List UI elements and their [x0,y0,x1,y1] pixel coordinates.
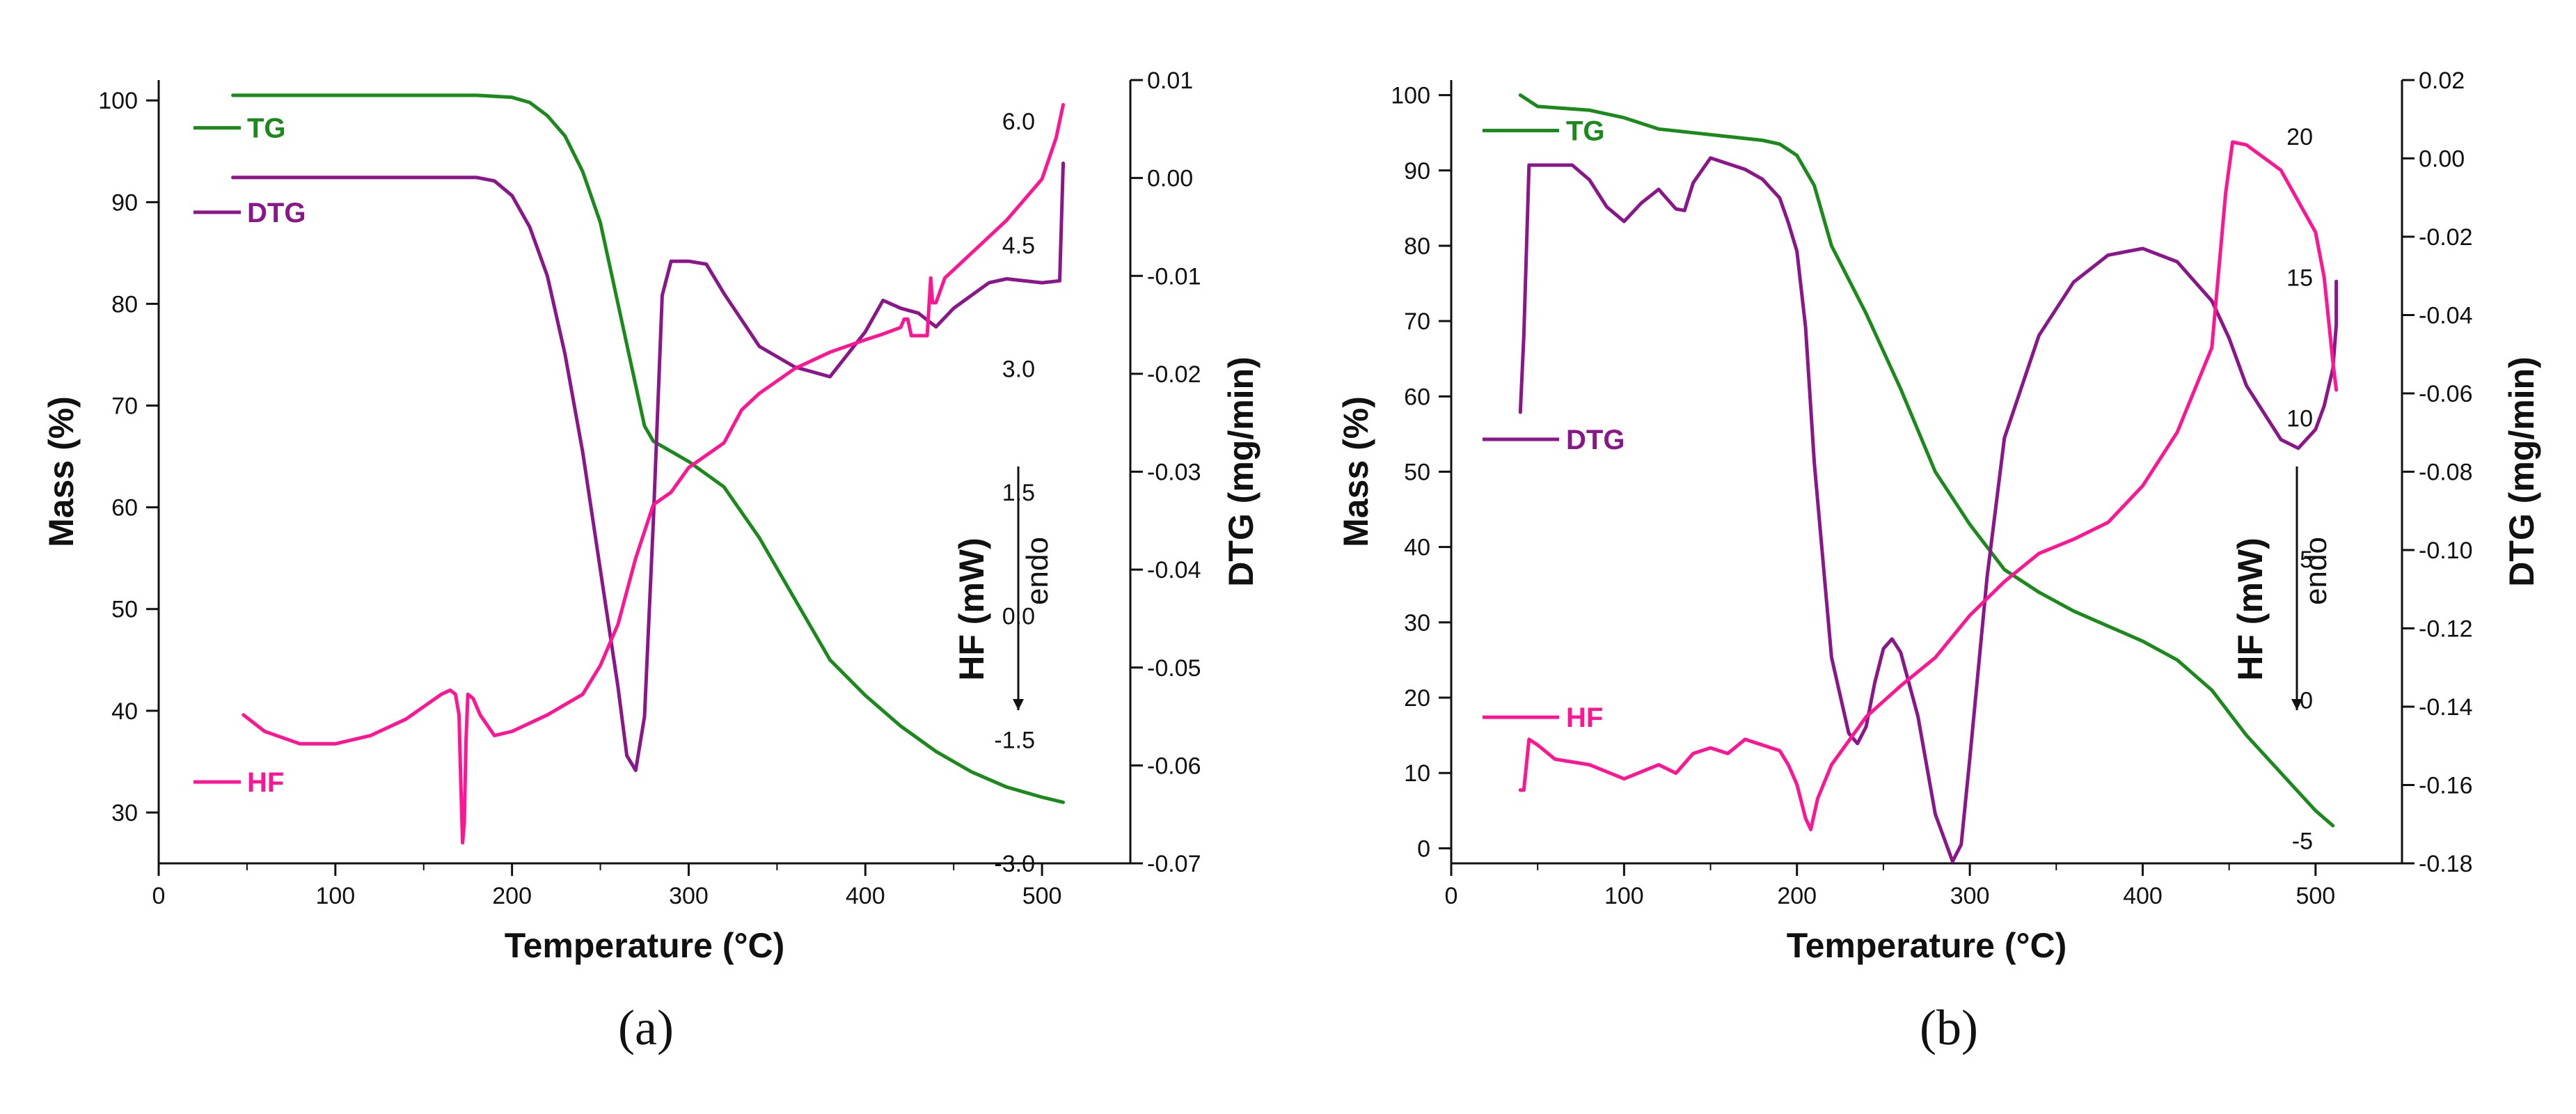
y-left-tick-label: 70 [1404,308,1430,335]
y-left-axis-title: Mass (%) [1336,396,1375,547]
y-right-tick-label: -0.02 [1147,361,1201,388]
y-right-tick-label: -0.06 [1147,753,1201,779]
y-right-tick-label: -0.06 [2419,381,2473,407]
hf-tick-label: 0 [2300,687,2313,714]
series-line-hf [1518,140,2339,831]
hf-tick-label: 20 [2286,124,2313,150]
y-left-tick-label: 70 [111,393,138,420]
legend-label-dtg: DTG [1566,425,1625,455]
hf-tick-label: 10 [2286,406,2313,432]
x-tick-label: 100 [1604,883,1644,909]
y-right-tick-label: -0.04 [1147,557,1201,583]
y-left-tick-label: 20 [1404,685,1430,712]
y-left-tick-label: 50 [1404,460,1430,486]
endo-label: endo [1020,537,1054,605]
x-tick-label: 200 [1777,883,1817,909]
x-tick-label: 500 [1022,883,1062,909]
legend-label-tg: TG [247,113,286,144]
hf-tick-label: 3.0 [1002,356,1035,382]
hf-tick-label: -5 [2292,829,2313,855]
hf-tick-label: -1.5 [994,727,1035,753]
y-right-axis-title: DTG (mg/min) [2502,356,2541,587]
y-right-tick-label: -0.08 [2419,460,2473,486]
y-right-tick-label: -0.10 [2419,538,2473,564]
y-left-tick-label: 10 [1404,760,1430,787]
y-right-tick-label: -0.02 [2419,224,2473,251]
x-tick-label: 300 [669,883,709,909]
x-tick-label: 400 [846,883,885,909]
y-left-tick-label: 0 [1417,836,1430,862]
hf-tick-label: 4.5 [1002,233,1035,259]
y-left-tick-label: 80 [1404,233,1430,260]
series-line-tg [231,93,1065,804]
y-left-axis-title: Mass (%) [42,396,81,547]
hf-tick-label: -3.0 [994,851,1035,877]
y-left-tick-label: 90 [1404,158,1430,185]
y-right-tick-label: 0.00 [2419,146,2465,173]
y-left-tick-label: 30 [111,800,138,826]
y-right-tick-label: -0.01 [1147,263,1201,290]
y-left-tick-label: 50 [111,597,138,623]
hf-axis-title: HF (mW) [2231,538,2270,681]
legend-label-tg: TG [1566,116,1605,146]
x-tick-label: 200 [492,883,532,909]
endo-arrow-head [1013,699,1024,710]
legend-label-hf: HF [1566,703,1603,733]
series-line-tg [1518,93,2335,828]
y-right-axis-title: DTG (mg/min) [1222,356,1261,587]
y-right-tick-label: -0.18 [2419,851,2473,877]
hf-tick-label: 5 [2300,547,2313,573]
y-left-tick-label: 90 [111,189,138,216]
y-left-tick-label: 40 [1404,535,1430,561]
chart-panel-b: 0 100 200 300 400 5000102030405060708090100-0… [1336,68,2541,1056]
y-right-tick-label: -0.03 [1147,460,1201,486]
y-right-tick-label: 0.02 [2419,68,2465,94]
legend-label-hf: HF [247,767,284,798]
y-right-tick-label: -0.04 [2419,303,2473,329]
series-line-dtg [231,162,1065,772]
hf-axis-title: HF (mW) [952,538,991,681]
panel-label: (b) [1920,1000,1978,1056]
legend-label-dtg: DTG [247,198,306,228]
y-right-tick-label: -0.16 [2419,773,2473,799]
series-line-dtg [1518,156,2339,863]
y-left-tick-label: 30 [1404,610,1430,636]
panel-label: (a) [618,1000,674,1056]
hf-tick-label: 15 [2286,265,2313,291]
y-left-tick-label: 80 [111,291,138,317]
y-right-tick-label: 0.01 [1147,68,1193,94]
x-tick-label: 0 [1445,883,1458,909]
x-tick-label: 400 [2123,883,2163,909]
chart-panel-a: 0 100 200 300 400 500 30 40 50 60 70 80 90 100 -0.07 -0… [42,68,1261,1056]
series-line-hf [242,103,1065,845]
endo-arrow-head [2291,699,2302,710]
y-right-tick-label: -0.12 [2419,616,2473,643]
y-right-tick-label: -0.07 [1147,851,1201,877]
y-right-tick-label: 0.00 [1147,166,1193,192]
y-left-tick-label: 40 [111,698,138,725]
y-right-tick-label: -0.14 [2419,694,2473,721]
x-tick-label: 500 [2296,883,2335,909]
y-left-tick-label: 100 [1391,83,1430,109]
x-axis-title: Temperature (°C) [505,926,784,965]
x-axis-title: Temperature (°C) [1787,926,2067,965]
x-tick-label: 0 [152,883,166,909]
y-left-tick-label: 60 [1404,384,1430,410]
y-left-tick-label: 100 [98,88,138,114]
x-tick-label: 300 [1950,883,1990,909]
x-tick-label: 100 [315,883,355,909]
hf-tick-label: 6.0 [1002,109,1035,135]
y-right-tick-label: -0.05 [1147,655,1201,682]
y-left-tick-label: 60 [111,495,138,521]
endo-label: endo [2299,537,2333,605]
